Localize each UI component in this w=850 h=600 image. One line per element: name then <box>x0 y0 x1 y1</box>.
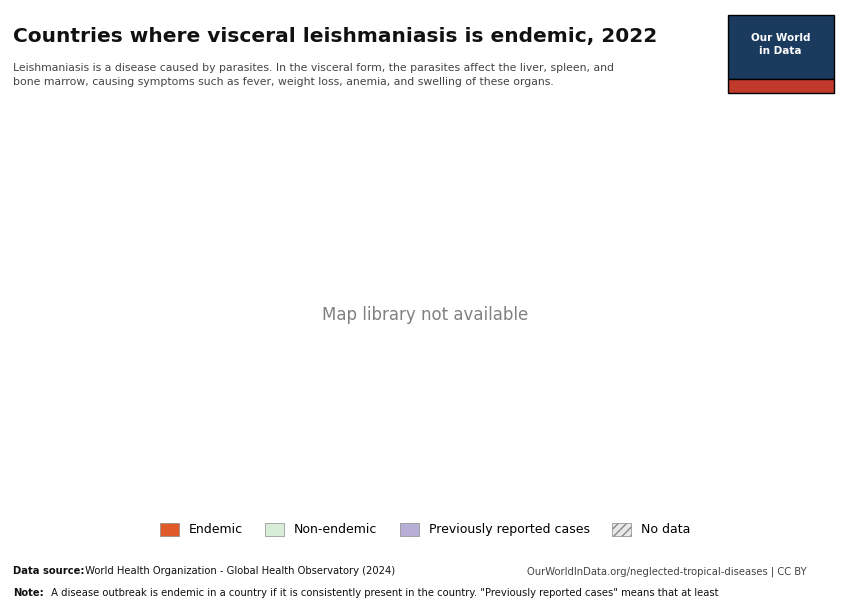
Text: Data source:: Data source: <box>13 566 84 577</box>
Legend: Endemic, Non-endemic, Previously reported cases, No data: Endemic, Non-endemic, Previously reporte… <box>160 523 690 536</box>
Text: Map library not available: Map library not available <box>322 306 528 324</box>
Text: World Health Organization - Global Health Observatory (2024): World Health Organization - Global Healt… <box>82 566 395 577</box>
Text: A disease outbreak is endemic in a country if it is consistently present in the : A disease outbreak is endemic in a count… <box>48 588 719 600</box>
FancyBboxPatch shape <box>728 79 834 93</box>
FancyBboxPatch shape <box>728 15 834 79</box>
Text: Leishmaniasis is a disease caused by parasites. In the visceral form, the parasi: Leishmaniasis is a disease caused by par… <box>13 63 614 87</box>
Text: Our World
in Data: Our World in Data <box>751 33 810 56</box>
Text: Countries where visceral leishmaniasis is endemic, 2022: Countries where visceral leishmaniasis i… <box>13 27 657 46</box>
Text: Note:: Note: <box>13 588 43 598</box>
Text: OurWorldInData.org/neglected-tropical-diseases | CC BY: OurWorldInData.org/neglected-tropical-di… <box>527 566 807 577</box>
